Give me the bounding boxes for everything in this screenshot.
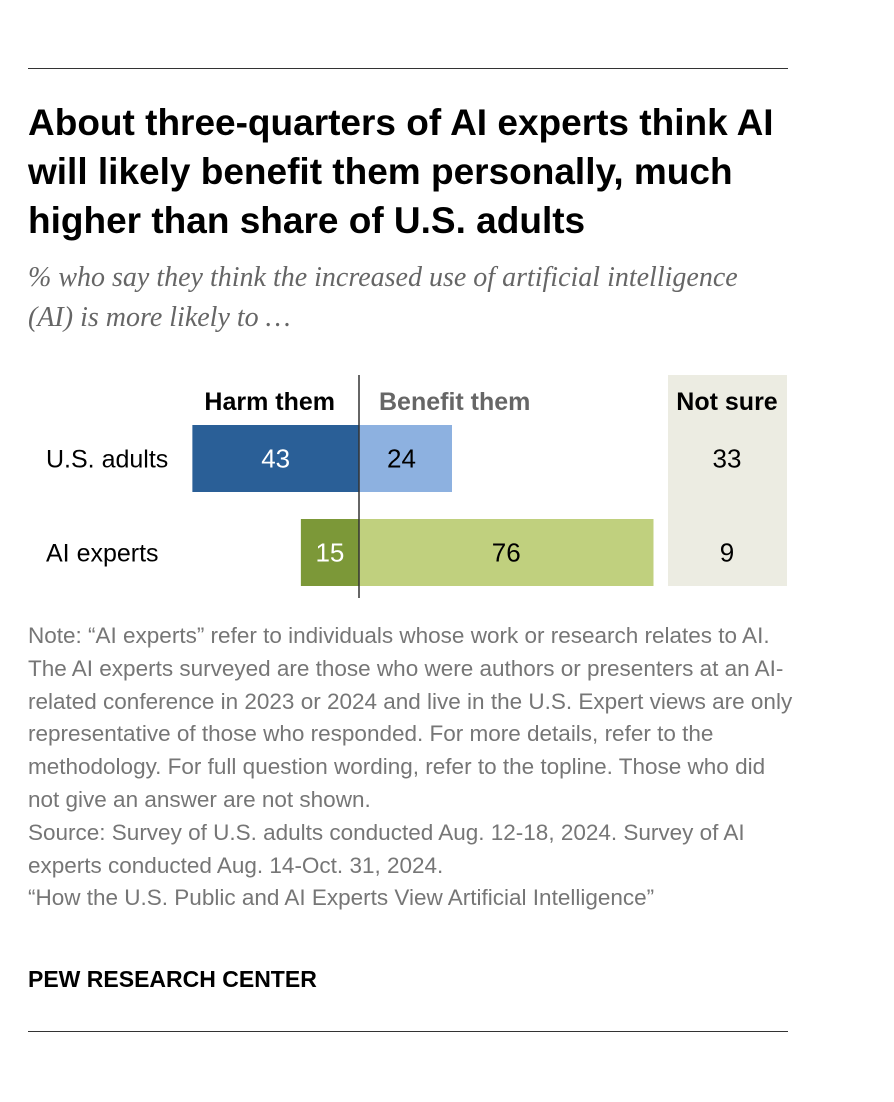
benefit-value-label: 24 — [387, 444, 416, 474]
category-label: U.S. adults — [46, 446, 168, 474]
legend-harm-them: Harm them — [204, 388, 335, 416]
chart-notes: Note: “AI experts” refer to individuals … — [28, 620, 798, 915]
harm-value-label: 43 — [261, 444, 290, 474]
diverging-bar-chart: Harm them Benefit them Not sure U.S. adults… — [0, 370, 894, 600]
chart-title: About three-quarters of AI experts think… — [28, 102, 774, 241]
brand-logo: PEW RESEARCH CENTER — [28, 966, 317, 992]
benefit-bar — [359, 425, 452, 492]
source-text: Source: Survey of U.S. adults conducted … — [28, 819, 745, 878]
legend-not-sure: Not sure — [676, 388, 778, 416]
report-title-text: “How the U.S. Public and AI Experts View… — [28, 885, 655, 911]
benefit-bar — [359, 519, 654, 586]
legend-benefit-them: Benefit them — [379, 388, 530, 416]
benefit-value-label: 76 — [492, 538, 521, 568]
not-sure-value-label: 33 — [713, 444, 742, 474]
bottom-rule — [28, 1031, 788, 1032]
not-sure-column-background — [668, 375, 787, 586]
chart-svg: Harm them Benefit them Not sure U.S. adults… — [46, 375, 787, 598]
chart-subtitle: % who say they think the increased use o… — [28, 262, 738, 333]
harm-value-label: 15 — [315, 538, 344, 568]
harm-bar — [192, 425, 359, 492]
top-rule — [28, 68, 788, 69]
note-text: Note: “AI experts” refer to individuals … — [28, 623, 793, 812]
category-label: AI experts — [46, 540, 159, 568]
harm-bar — [300, 519, 359, 586]
not-sure-value-label: 9 — [720, 538, 734, 568]
